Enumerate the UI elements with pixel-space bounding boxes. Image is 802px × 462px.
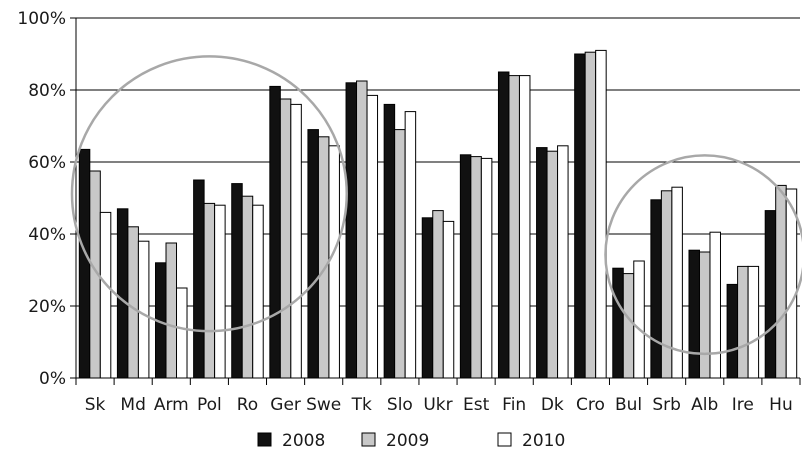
bar-srb-2008 [650,199,662,379]
y-tick-label: 40% [28,225,66,245]
y-tick-label: 80% [28,81,66,101]
legend: 2008 2009 2010 [257,431,565,451]
x-tick-label: Arm [154,395,189,415]
bar-est-2009 [470,156,482,379]
bar-ro-2010 [252,204,264,379]
bar-dk-2008 [536,147,548,379]
bar-arm-2010 [176,287,188,379]
x-tick-label: Md [120,395,145,415]
y-tick-label: 0% [39,369,66,389]
bars [78,49,798,379]
bar-ro-2008 [231,183,243,379]
bar-ger-2009 [279,98,292,379]
bar-swe-2008 [307,129,319,379]
bar-pol-2008 [193,179,205,379]
x-tick-label: Fin [502,395,526,415]
bar-ukr-2010 [442,220,455,379]
x-tick-label: Hu [769,395,793,415]
bar-cro-2008 [574,53,586,379]
bar-ger-2008 [269,85,281,379]
bar-hu-2008 [764,210,777,379]
legend-label-2010: 2010 [522,431,565,451]
bar-est-2010 [480,157,493,379]
bar-alb-2009 [698,251,711,379]
bar-alb-2008 [688,249,700,379]
bar-ukr-2008 [421,217,434,379]
x-tick-label: Tk [351,395,372,415]
y-tick-label: 60% [28,153,66,173]
x-tick-label: Dk [541,395,564,415]
x-tick-label: Ger [270,395,301,415]
bar-ire-2008 [726,283,739,379]
bar-md-2009 [127,226,139,379]
bar-hu-2009 [775,184,787,379]
x-tick-label: Ukr [423,395,452,415]
x-tick-label: Est [463,395,490,415]
bar-arm-2009 [165,242,178,379]
bar-bul-2009 [622,273,635,379]
bar-pol-2009 [203,202,216,379]
x-tick-label: Swe [306,395,341,415]
bar-swe-2009 [317,136,330,379]
bar-sk-2008 [78,148,91,379]
x-axis-tick-labels: Sk Md Arm Pol Ro Ger Swe Tk Slo Ukr Est Fin Dk Cro Bul… [85,395,793,415]
legend-label-2009: 2009 [386,431,429,451]
annotations [70,55,802,356]
bar-pol-2010 [214,204,226,379]
bar-cro-2010 [595,49,607,379]
bar-tk-2008 [345,82,358,379]
highlight-ellipse-2 [604,154,802,356]
bar-cro-2009 [584,51,597,379]
bar-dk-2010 [557,145,569,379]
highlight-ellipse-1 [70,55,348,333]
x-tick-label: Bul [615,395,642,415]
bar-ire-2009 [737,265,749,379]
x-tick-label: Ro [237,395,258,415]
bar-md-2008 [116,208,129,379]
x-tick-label: Ire [732,395,754,415]
bar-est-2008 [459,154,472,379]
bar-fin-2010 [518,75,531,379]
bar-fin-2008 [497,71,510,379]
x-tick-label: Srb [652,395,681,415]
legend-swatch-2008 [257,432,272,447]
bar-ger-2010 [290,103,302,379]
bar-tk-2010 [366,94,379,379]
x-tick-label: Alb [691,395,718,415]
bar-sk-2010 [99,211,112,379]
x-tick-label: Slo [387,395,413,415]
x-tick-label: Pol [197,395,222,415]
bar-bul-2008 [612,267,624,379]
bar-tk-2009 [356,80,368,379]
legend-label-2008: 2008 [282,431,325,451]
legend-swatch-2009 [361,432,376,447]
axes [70,17,801,385]
bar-ire-2010 [747,265,760,379]
bar-slo-2009 [394,129,406,379]
bar-hu-2010 [785,188,798,379]
bar-slo-2010 [404,111,417,379]
bar-md-2010 [137,240,150,379]
x-tick-label: Sk [85,395,106,415]
bar-alb-2010 [709,231,721,379]
bar-slo-2008 [383,103,396,379]
bar-bul-2010 [633,260,645,379]
y-tick-label: 20% [28,297,66,317]
bar-ro-2009 [241,195,254,379]
bar-srb-2009 [660,190,673,379]
y-axis-tick-labels: 0% 20% 40% 60% 80% 100% [17,9,66,389]
bar-fin-2009 [508,75,520,379]
bar-dk-2009 [546,150,559,379]
legend-swatch-2010 [497,432,512,447]
bar-ukr-2009 [432,210,444,379]
bar-swe-2010 [328,145,340,379]
y-tick-label: 100% [17,9,66,29]
x-tick-label: Cro [576,395,605,415]
